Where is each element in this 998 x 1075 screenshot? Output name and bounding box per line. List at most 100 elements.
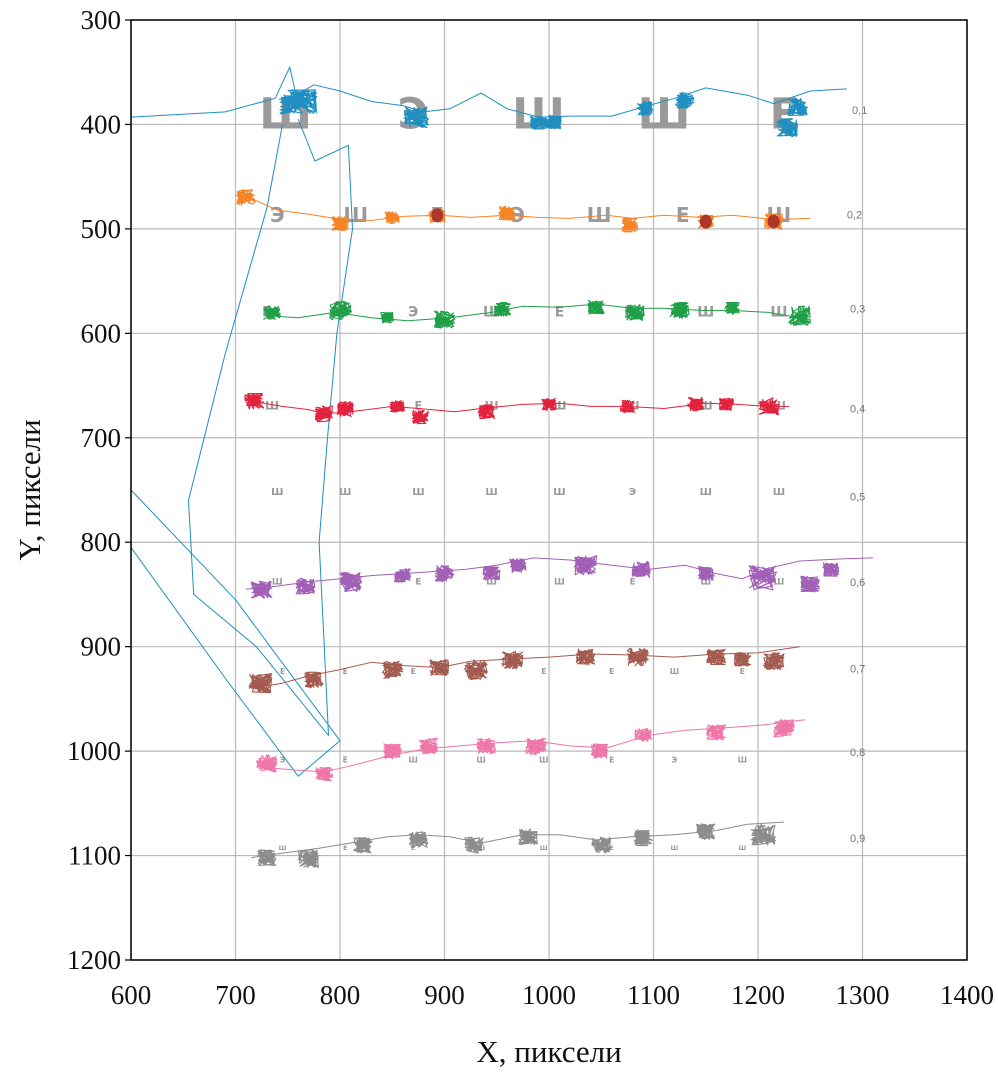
x-tick-label: 1300 <box>836 980 890 1010</box>
fixation-cluster <box>718 397 735 412</box>
fixation-cluster <box>498 205 516 221</box>
optotype-letter: Е <box>343 667 348 676</box>
optotype-letter: Ш <box>279 845 287 852</box>
optotype-letter: Э <box>672 756 678 765</box>
optotype-letter: Е <box>555 304 564 320</box>
fixation-cluster <box>587 299 605 315</box>
fixation-cluster <box>464 836 484 854</box>
fixation-cluster <box>748 564 777 591</box>
x-tick-label: 1200 <box>731 980 785 1010</box>
fixation-cluster <box>278 94 303 115</box>
fixation-cluster <box>518 828 538 846</box>
optotype-letter: Ш <box>540 845 548 852</box>
fixation-cluster <box>434 565 455 582</box>
acuity-label: 0,1 <box>852 105 867 117</box>
fixation-cluster <box>573 555 598 576</box>
optotype-letter: Ш <box>671 845 679 852</box>
fixation-cluster <box>381 660 404 679</box>
optotype-letter: Ш <box>265 400 279 413</box>
fixation-cluster <box>762 652 785 671</box>
gaze-path-line <box>131 66 847 118</box>
fixation-cluster <box>758 397 780 416</box>
optotype-letter: Е <box>609 667 614 676</box>
fixation-cluster <box>464 659 488 680</box>
fixation-cluster <box>248 673 273 694</box>
fixation-cluster <box>482 565 501 581</box>
fixation-cluster <box>380 311 394 324</box>
fixation-cluster <box>788 305 812 326</box>
y-tick-label: 900 <box>81 632 122 662</box>
fixation-cluster <box>776 118 798 137</box>
optotype-letter: Э <box>629 487 636 498</box>
fixation-core <box>767 214 780 229</box>
optotype-letter: Э <box>510 203 525 227</box>
x-tick-label: 700 <box>215 980 256 1010</box>
optotype-letter: Е <box>740 667 745 676</box>
fixation-cluster <box>541 397 557 412</box>
fixation-cluster <box>501 650 524 670</box>
optotype-letter: Ш <box>485 487 497 498</box>
x-axis-label: X, пиксели <box>476 1034 621 1069</box>
fixation-cluster <box>328 300 353 321</box>
fixation-cluster <box>433 310 456 329</box>
y-tick-label: 300 <box>81 5 122 35</box>
x-tick-label: 1100 <box>627 980 680 1010</box>
y-axis-label: Y, пиксели <box>12 419 47 560</box>
fixation-cluster <box>525 737 547 756</box>
fixation-cluster <box>800 575 821 593</box>
optotype-letter: Э <box>280 756 286 765</box>
acuity-label: 0,2 <box>847 209 862 221</box>
fixation-cluster <box>633 829 653 847</box>
fixation-cluster <box>331 216 349 232</box>
optotype-letter: Е <box>280 667 285 676</box>
optotype-letter: Е <box>415 577 421 587</box>
y-tick-label: 500 <box>81 214 122 244</box>
acuity-label: 0,6 <box>850 577 865 589</box>
fixation-cluster <box>509 558 527 573</box>
fixation-cluster <box>389 399 406 413</box>
fixation-cluster <box>244 392 265 410</box>
fixation-cluster <box>624 304 645 321</box>
optotype-letter: Э <box>270 203 285 227</box>
fixation-cluster <box>383 743 402 760</box>
optotype-letter: Е <box>411 845 415 852</box>
x-tick-label: 800 <box>320 980 361 1010</box>
fixation-cluster <box>257 849 277 867</box>
y-tick-label: 1000 <box>67 736 121 766</box>
optotype-letter: Ш <box>412 487 424 498</box>
fixation-cluster <box>621 217 639 233</box>
fixation-core <box>699 214 712 229</box>
fixation-cluster <box>429 659 450 677</box>
acuity-labels: 0,1 0,2 0,3 0,4 0,5 0,6 0,7 0,8 0,9 <box>847 105 868 845</box>
fixation-cluster <box>636 101 654 117</box>
optotype-letter: Е <box>343 845 347 852</box>
optotype-letter: Ш <box>773 487 785 498</box>
fixation-cluster <box>696 566 715 582</box>
optotype-letter: Е <box>343 756 348 765</box>
fixation-cluster <box>590 743 609 759</box>
y-tick-label: 700 <box>81 423 122 453</box>
fixation-cluster <box>674 92 695 109</box>
acuity-label: 0,8 <box>850 747 865 759</box>
optotype-letter: Ш <box>554 577 565 587</box>
fixation-cluster <box>297 849 319 869</box>
optotype-letter: Ш <box>770 304 787 320</box>
optotype-letter: Ш <box>512 90 565 139</box>
x-tick-label: 900 <box>424 980 465 1010</box>
gaze-traces <box>131 66 873 869</box>
optotype-letter: Ш <box>773 577 784 587</box>
fixation-cluster <box>706 724 727 741</box>
acuity-label: 0,7 <box>850 664 865 676</box>
optotype-letter: Е <box>630 577 636 587</box>
optotype-letter: Ш <box>539 756 548 765</box>
x-tick-label: 1400 <box>940 980 994 1010</box>
fixation-cluster <box>263 305 281 320</box>
fixation-cluster <box>477 404 495 420</box>
y-tick-label: 600 <box>81 318 122 348</box>
fixation-cluster <box>687 396 705 412</box>
acuity-label: 0,4 <box>850 404 865 416</box>
fixation-cluster <box>393 568 412 584</box>
fixation-cluster <box>591 836 611 854</box>
gaze-saccade-line <box>131 489 341 777</box>
